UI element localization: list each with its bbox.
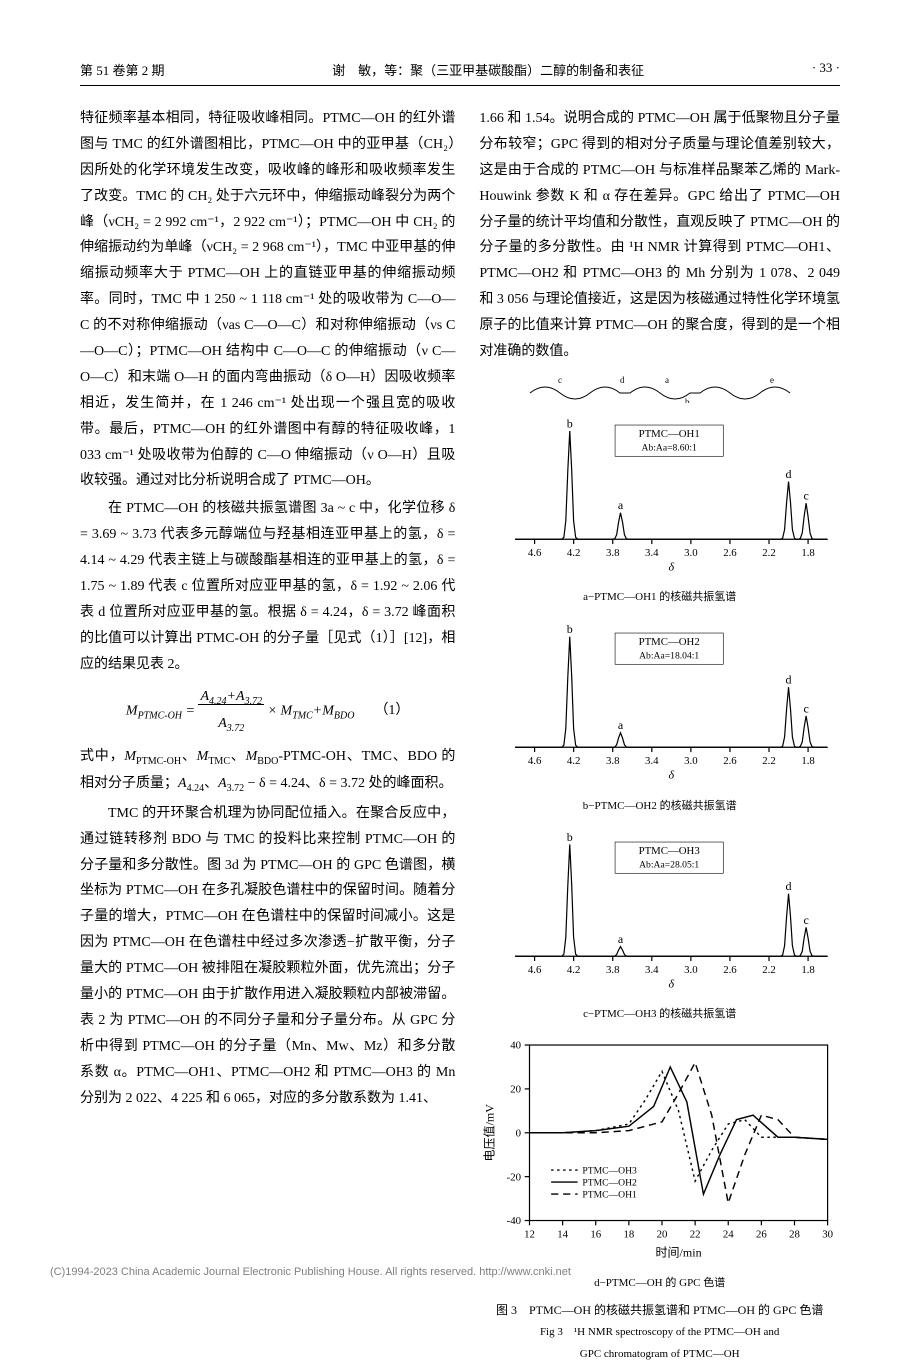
fig3-caption-cn: 图 3 PTMC—OH 的核磁共振氢谱和 PTMC—OH 的 GPC 色谱	[479, 1301, 840, 1320]
svg-text:3.0: 3.0	[684, 756, 698, 768]
svg-text:-40: -40	[507, 1215, 521, 1227]
svg-text:时间/min: 时间/min	[656, 1245, 702, 1259]
header-center: 谢 敏，等：聚（三亚甲基碳酸酯）二醇的制备和表征	[332, 60, 644, 79]
svg-text:3.8: 3.8	[606, 547, 620, 559]
svg-text:3.8: 3.8	[606, 964, 620, 976]
svg-text:2.2: 2.2	[763, 547, 777, 559]
svg-text:20: 20	[511, 1083, 522, 1095]
content-columns: 特征频率基本相同，特征吸收峰相同。PTMC—OH 的红外谱图与 TMC 的红外谱…	[80, 106, 840, 1364]
svg-text:PTMC—OH3: PTMC—OH3	[639, 845, 700, 857]
svg-text:b: b	[567, 622, 573, 636]
para-4: TMC 的开环聚合机理为协同配位插入。在聚合反应中，通过链转移剂 BDO 与 T…	[80, 801, 455, 1112]
svg-text:16: 16	[591, 1228, 602, 1240]
page-header: 第 51 卷第 2 期 谢 敏，等：聚（三亚甲基碳酸酯）二醇的制备和表征 · 3…	[80, 60, 840, 86]
svg-text:4.2: 4.2	[567, 547, 581, 559]
nmr-chart-b: b a d c PTMC—OH2 Ab:Aa=18.04:1 4.6 4.2 3.8 3.4 3.0…	[479, 615, 840, 783]
footer-copyright: (C)1994-2023 China Academic Journal Elec…	[50, 1266, 571, 1278]
svg-text:20: 20	[657, 1228, 668, 1240]
svg-text:a: a	[665, 375, 669, 385]
svg-text:c: c	[804, 488, 809, 502]
svg-text:4.6: 4.6	[528, 547, 542, 559]
svg-text:3.8: 3.8	[606, 756, 620, 768]
nmr-a-caption: a−PTMC—OH1 的核磁共振氢谱	[479, 587, 840, 607]
svg-text:-20: -20	[507, 1171, 521, 1183]
svg-text:1.8: 1.8	[802, 547, 816, 559]
svg-text:PTMC—OH3: PTMC—OH3	[583, 1165, 638, 1176]
svg-text:Ab:Aa=8.60:1: Ab:Aa=8.60:1	[642, 442, 698, 453]
nmr-b-caption: b−PTMC—OH2 的核磁共振氢谱	[479, 796, 840, 816]
svg-text:4.2: 4.2	[567, 756, 581, 768]
nmr-c-caption: c−PTMC—OH3 的核磁共振氢谱	[479, 1004, 840, 1024]
fig3-caption-en2: GPC chromatogram of PTMC—OH	[479, 1346, 840, 1364]
gpc-chart: -40 -20 0 20 40 12 14 16 18 20 22 24 26 28 30 时间/min 电压值…	[479, 1033, 840, 1261]
para-2: 在 PTMC—OH 的核磁共振氢谱图 3a ~ c 中，化学位移 δ = 3.6…	[80, 496, 455, 677]
svg-text:2.2: 2.2	[763, 756, 777, 768]
svg-text:12: 12	[524, 1228, 535, 1240]
svg-text:PTMC—OH1: PTMC—OH1	[639, 428, 700, 440]
right-column: 1.66 和 1.54。说明合成的 PTMC—OH 属于低聚物且分子量分布较窄；…	[479, 106, 840, 1364]
svg-text:b: b	[567, 830, 573, 844]
svg-text:d: d	[786, 673, 792, 687]
para-r1: 1.66 和 1.54。说明合成的 PTMC—OH 属于低聚物且分子量分布较窄；…	[479, 106, 840, 365]
formula-number: （1）	[374, 698, 409, 724]
svg-text:b: b	[685, 397, 690, 403]
svg-text:c: c	[804, 913, 809, 927]
svg-text:3.4: 3.4	[645, 964, 659, 976]
svg-text:PTMC—OH1: PTMC—OH1	[583, 1189, 638, 1200]
svg-text:c: c	[558, 375, 562, 385]
svg-text:δ: δ	[669, 559, 675, 573]
svg-text:14: 14	[558, 1228, 569, 1240]
figure-3: c d a b e badcPTMC—OH1Ab:Aa=8.60:14.64.2…	[479, 373, 840, 1364]
header-right: · 33 ·	[812, 60, 840, 79]
svg-text:PTMC—OH2: PTMC—OH2	[583, 1177, 638, 1188]
svg-text:1.8: 1.8	[802, 964, 816, 976]
svg-text:a: a	[618, 498, 624, 512]
svg-text:4.2: 4.2	[567, 964, 581, 976]
para-1: 特征频率基本相同，特征吸收峰相同。PTMC—OH 的红外谱图与 TMC 的红外谱…	[80, 106, 455, 494]
svg-text:4.6: 4.6	[528, 756, 542, 768]
svg-text:PTMC—OH2: PTMC—OH2	[639, 636, 700, 648]
svg-text:电压值/mV: 电压值/mV	[482, 1103, 497, 1161]
svg-text:Ab:Aa=28.05:1: Ab:Aa=28.05:1	[639, 859, 699, 870]
svg-text:δ: δ	[669, 768, 675, 782]
para-3: 式中，MPTMC-OH、MTMC、MBDO-PTMC-OH、TMC、BDO 的相…	[80, 744, 455, 799]
svg-text:e: e	[770, 375, 774, 385]
svg-text:22: 22	[690, 1228, 701, 1240]
svg-text:40: 40	[511, 1039, 522, 1051]
header-left: 第 51 卷第 2 期	[80, 60, 165, 79]
svg-text:24: 24	[723, 1228, 734, 1240]
svg-text:d: d	[786, 879, 792, 893]
svg-text:1.8: 1.8	[802, 756, 816, 768]
svg-text:28: 28	[789, 1228, 800, 1240]
svg-text:2.2: 2.2	[763, 964, 777, 976]
svg-text:3.4: 3.4	[645, 756, 659, 768]
formula-text: MPTMC-OH = A4.24+A3.72A3.72 × MTMC+MBDO	[126, 684, 355, 739]
svg-text:d: d	[786, 467, 792, 481]
svg-text:a: a	[618, 719, 624, 733]
nmr-chart-c: b a d c PTMC—OH3 Ab:Aa=28.05:1 4.6 4.2 3.8 3.4 3.0…	[479, 824, 840, 992]
svg-text:d: d	[620, 375, 625, 385]
svg-text:3.4: 3.4	[645, 547, 659, 559]
svg-text:2.6: 2.6	[724, 964, 738, 976]
svg-text:18: 18	[624, 1228, 635, 1240]
svg-text:b: b	[567, 416, 573, 430]
svg-text:0: 0	[516, 1127, 521, 1139]
svg-text:a: a	[618, 932, 624, 946]
svg-text:3.0: 3.0	[684, 964, 698, 976]
fig3-caption-en1: Fig 3 ¹H NMR spectroscopy of the PTMC—OH…	[479, 1324, 840, 1342]
svg-text:26: 26	[756, 1228, 767, 1240]
formula-1: MPTMC-OH = A4.24+A3.72A3.72 × MTMC+MBDO …	[80, 684, 455, 739]
svg-text:3.0: 3.0	[684, 547, 698, 559]
left-column: 特征频率基本相同，特征吸收峰相同。PTMC—OH 的红外谱图与 TMC 的红外谱…	[80, 106, 455, 1364]
svg-text:Ab:Aa=18.04:1: Ab:Aa=18.04:1	[639, 651, 699, 662]
nmr-chart-a: b a dc PTMC—OH1 Ab:Aa=8.60:1 4.6 4.2 3.8 3.4 3.0 2…	[479, 407, 840, 575]
svg-text:4.6: 4.6	[528, 964, 542, 976]
structural-formula: c d a b e	[520, 373, 800, 403]
svg-text:δ: δ	[669, 976, 675, 990]
svg-text:c: c	[804, 702, 809, 716]
svg-text:2.6: 2.6	[724, 547, 738, 559]
svg-text:2.6: 2.6	[724, 756, 738, 768]
svg-text:30: 30	[823, 1228, 834, 1240]
